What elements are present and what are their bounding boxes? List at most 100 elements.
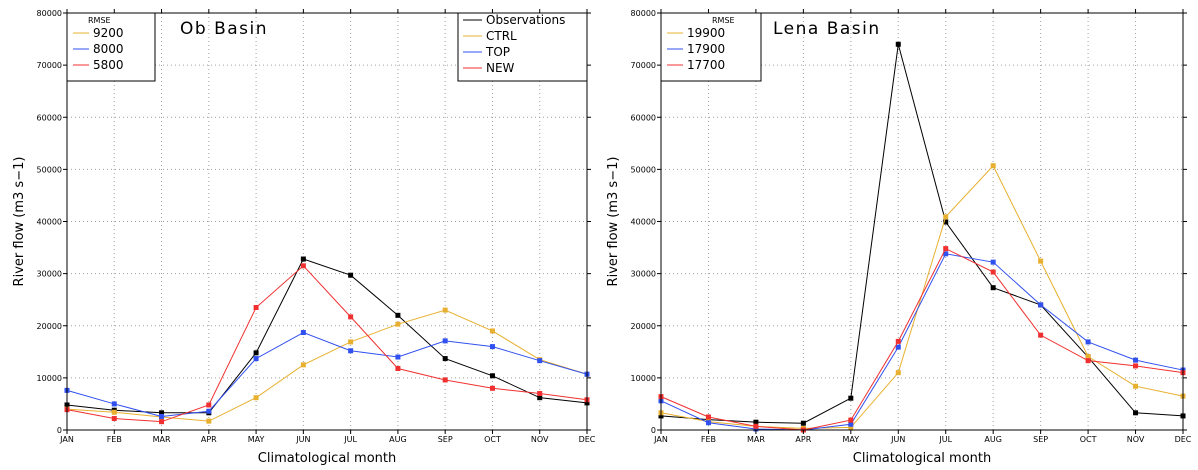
panel-ob-basin: 0 10000 20000 30000 40000 50000 60000 70000 8000…	[12, 9, 596, 466]
legend-label-new: NEW	[486, 61, 515, 75]
rmse-value-ctrl: 9200	[93, 26, 124, 40]
data-point	[111, 416, 117, 422]
x-tick-label: JAN	[653, 435, 668, 444]
y-tick-label: 0	[57, 426, 62, 435]
data-point	[943, 251, 949, 257]
data-point	[1038, 332, 1044, 338]
series-ctrl	[658, 163, 1186, 431]
data-point	[705, 420, 711, 426]
x-axis-label: Climatological month	[258, 451, 396, 466]
y-tick-label: 20000	[37, 322, 62, 331]
data-point	[537, 391, 543, 397]
data-point	[253, 395, 259, 401]
series-top	[64, 330, 590, 419]
data-point	[1085, 358, 1091, 364]
legend-label-top: TOP	[485, 45, 510, 59]
data-point	[1133, 357, 1139, 363]
data-point	[489, 385, 495, 391]
data-point	[848, 395, 854, 401]
data-point	[705, 414, 711, 420]
data-point	[348, 314, 354, 320]
data-point	[300, 362, 306, 368]
data-point	[1038, 258, 1044, 264]
data-point	[253, 350, 259, 356]
series-line-ctrl	[66, 309, 588, 422]
data-point	[442, 356, 448, 362]
data-point	[848, 424, 854, 430]
chart-title: Lena Basin	[773, 19, 881, 39]
data-point	[990, 259, 996, 265]
x-tick-label: JAN	[59, 435, 74, 444]
data-point	[895, 41, 901, 47]
chart-title: Ob Basin	[180, 19, 268, 39]
y-tick-label: 10000	[631, 374, 656, 383]
data-point	[206, 408, 212, 414]
data-point	[395, 321, 401, 327]
data-point	[253, 305, 259, 311]
y-tick-label: 40000	[37, 218, 62, 227]
x-tick-label: AUG	[389, 435, 407, 444]
series-line-top	[66, 331, 588, 417]
y-tick-label: 50000	[631, 165, 656, 174]
x-tick-label: APR	[795, 435, 811, 444]
x-tick-label: MAR	[747, 435, 765, 444]
data-point	[300, 330, 306, 336]
x-tick-label: MAY	[248, 435, 265, 444]
x-tick-label: OCT	[484, 435, 501, 444]
y-tick-label: 70000	[37, 61, 62, 70]
data-point	[111, 409, 117, 415]
y-tick-label: 60000	[631, 113, 656, 122]
y-tick-label: 40000	[631, 218, 656, 227]
rmse-value-new: 17700	[687, 58, 725, 72]
data-point	[1085, 339, 1091, 345]
y-tick-label: 20000	[631, 322, 656, 331]
x-tick-label: FEB	[107, 435, 122, 444]
data-point	[348, 272, 354, 278]
series-line-new	[66, 265, 588, 423]
data-point	[895, 338, 901, 344]
data-point	[1133, 410, 1139, 416]
rmse-box-frame	[660, 12, 762, 82]
x-tick-label: AUG	[984, 435, 1002, 444]
y-tick-label: 50000	[37, 165, 62, 174]
x-tick-label: JUL	[343, 435, 357, 444]
legend-label-observations: Observations	[486, 13, 565, 27]
rmse-value-top: 17900	[687, 42, 725, 56]
data-point	[442, 377, 448, 383]
legend-label-ctrl: CTRL	[486, 29, 517, 43]
data-point	[537, 395, 543, 401]
data-point	[348, 348, 354, 354]
x-tick-label: DEC	[579, 435, 596, 444]
data-point	[395, 312, 401, 318]
rmse-box-frame	[66, 12, 156, 82]
series-ctrl	[64, 307, 590, 424]
data-point	[253, 356, 259, 362]
y-tick-label: 80000	[37, 9, 62, 18]
x-tick-label: JUL	[938, 435, 952, 444]
data-point	[300, 263, 306, 269]
data-point	[159, 410, 165, 416]
x-axis-label: Climatological month	[853, 451, 991, 466]
data-point	[442, 338, 448, 344]
series-line-ctrl	[660, 164, 1184, 429]
legend: Observations CTRL TOP NEW	[457, 12, 588, 82]
data-point	[753, 426, 759, 432]
rmse-value-ctrl: 19900	[687, 26, 725, 40]
data-point	[1133, 363, 1139, 369]
data-point	[489, 328, 495, 334]
data-point	[537, 358, 543, 364]
y-tick-label: 30000	[37, 270, 62, 279]
data-point	[206, 418, 212, 424]
data-point	[300, 256, 306, 262]
series-line-new	[660, 247, 1184, 431]
series-line-observations	[66, 258, 588, 414]
x-tick-label: NOV	[531, 435, 549, 444]
rmse-value-top: 8000	[93, 42, 124, 56]
series-observations	[64, 256, 590, 416]
data-point	[159, 413, 165, 419]
data-point	[943, 214, 949, 220]
y-tick-label: 0	[651, 426, 656, 435]
x-tick-label: MAR	[153, 435, 171, 444]
data-point	[1133, 383, 1139, 389]
